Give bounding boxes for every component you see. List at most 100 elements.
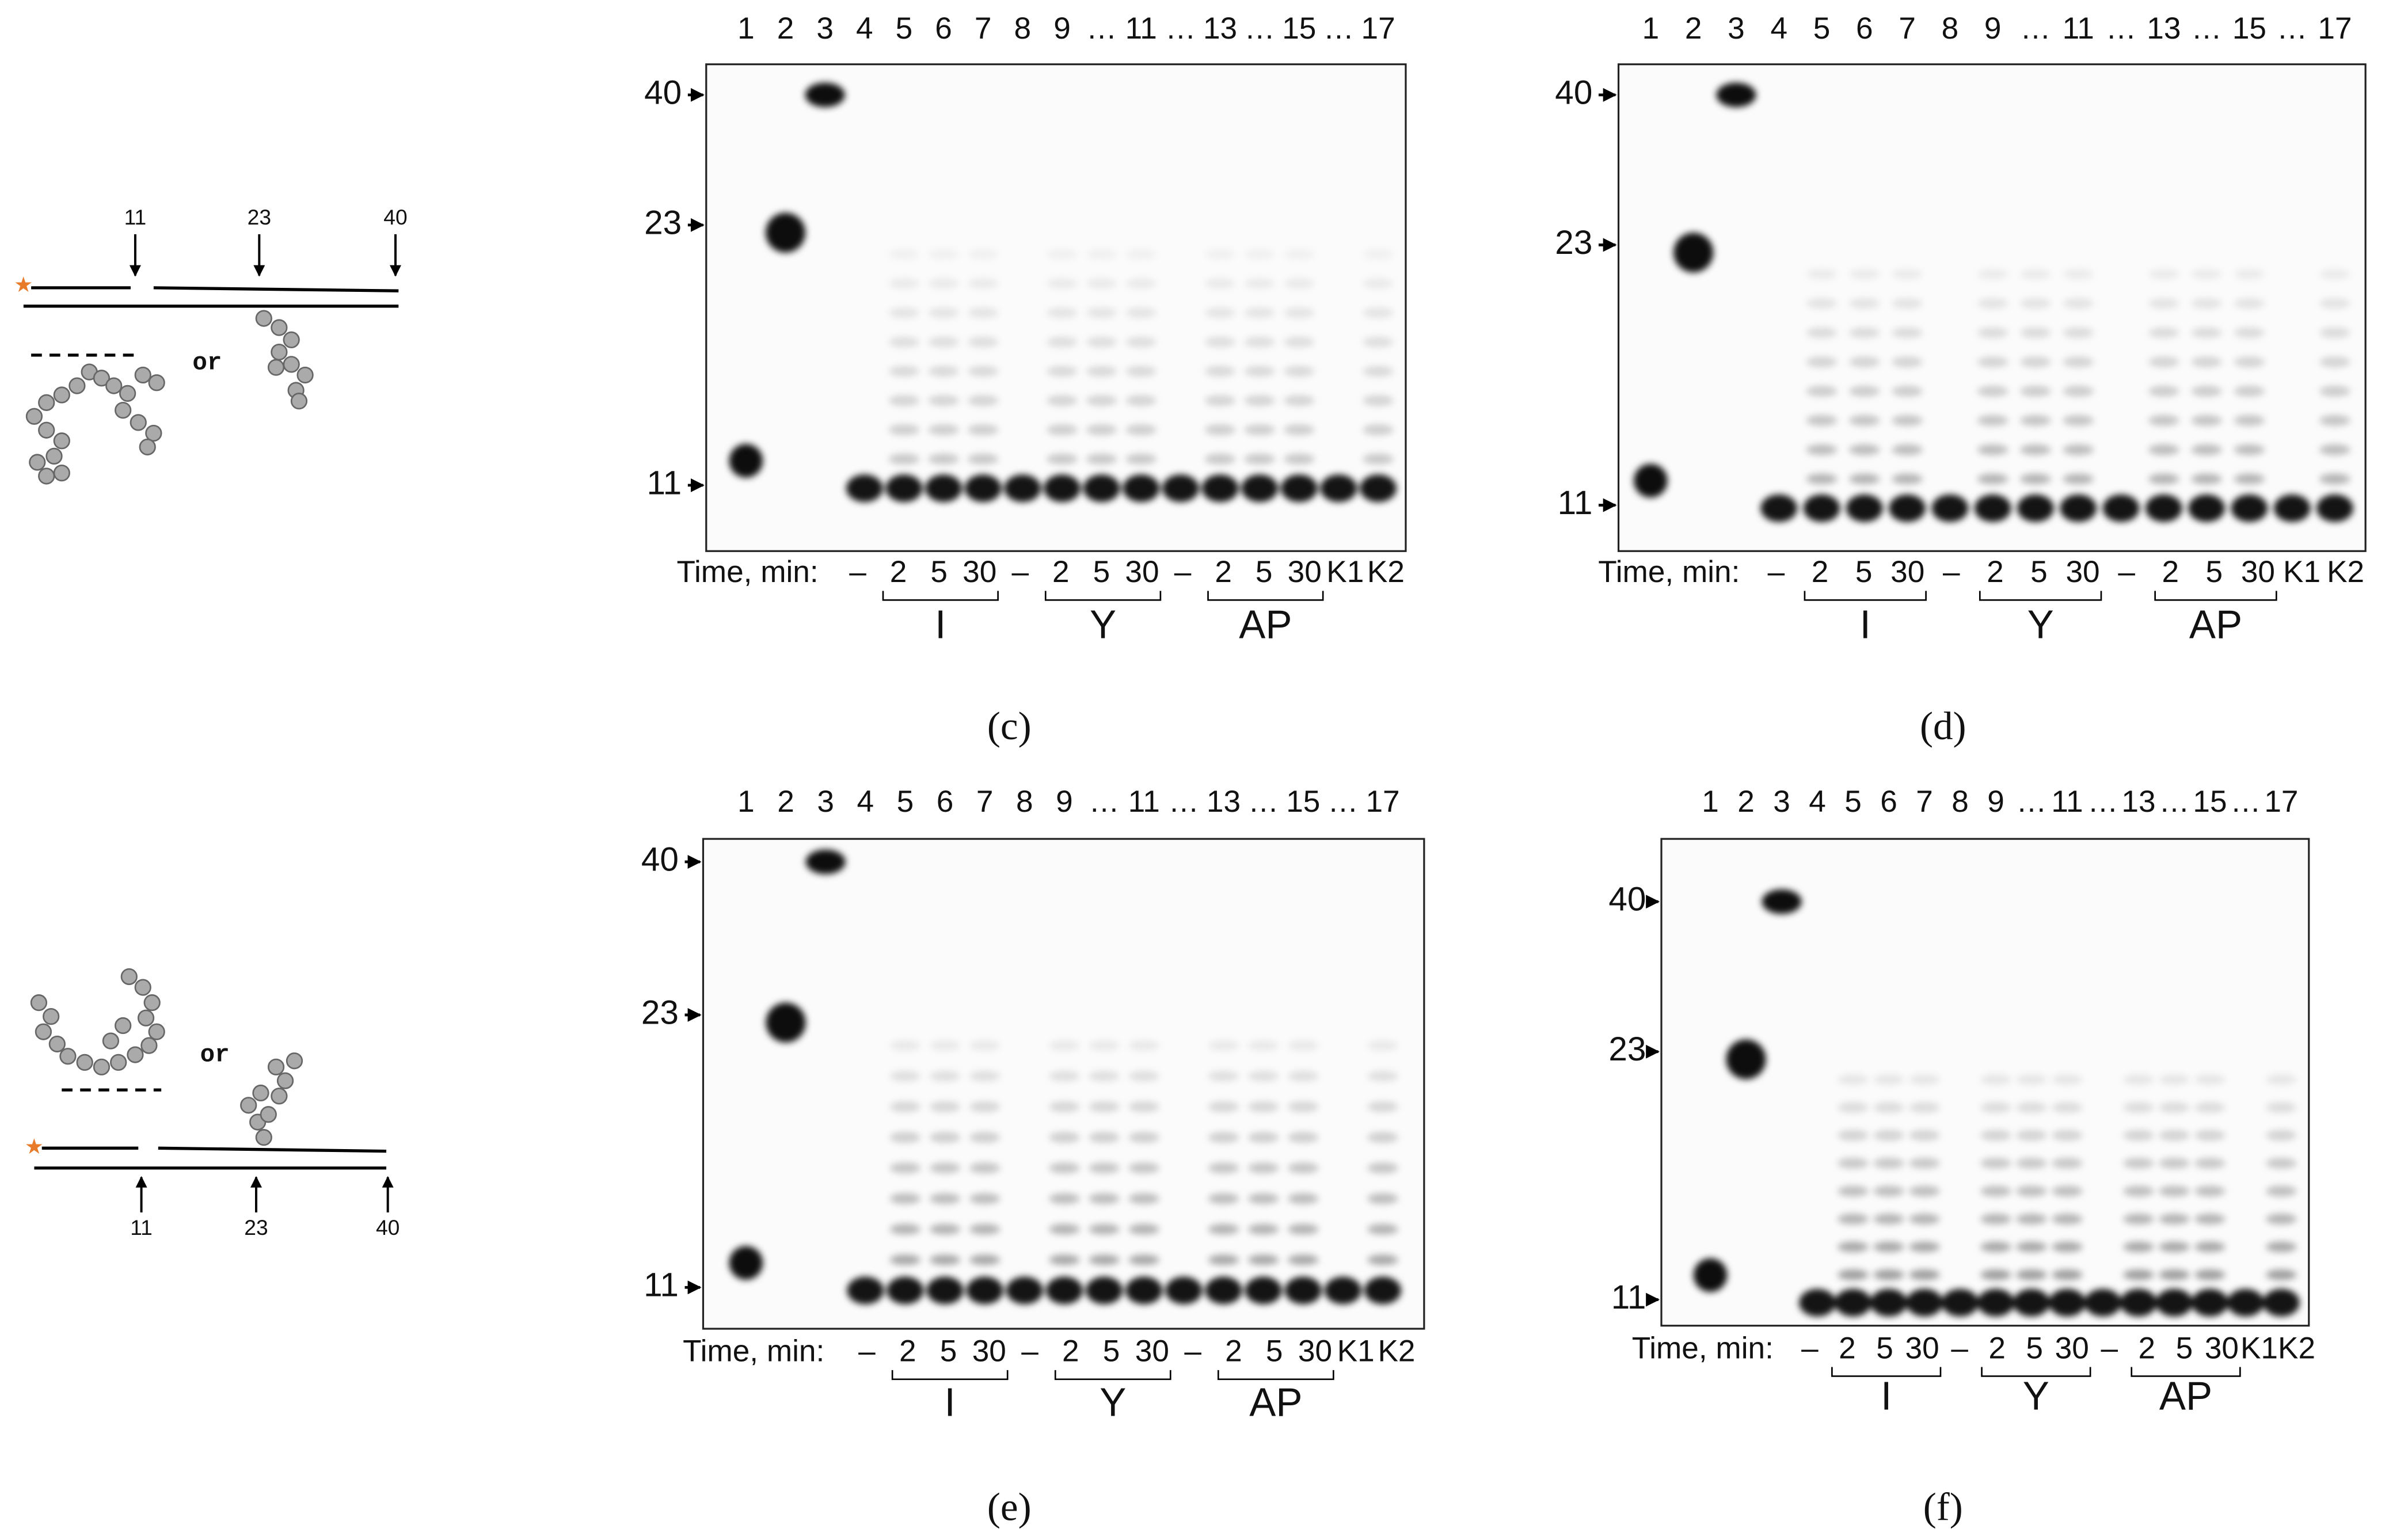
band — [1083, 474, 1120, 503]
band — [1128, 1101, 1159, 1112]
time-value: 2 — [890, 555, 907, 589]
band — [1204, 278, 1236, 289]
band — [969, 1254, 1001, 1265]
band — [2016, 1269, 2047, 1280]
band — [928, 278, 959, 289]
band — [1125, 336, 1157, 348]
lane-number: 5 — [1813, 12, 1831, 45]
group-label: AP — [2159, 1374, 2212, 1419]
band — [968, 278, 999, 289]
band — [929, 1193, 961, 1204]
band — [1248, 1101, 1279, 1112]
band — [1980, 1102, 2011, 1113]
band — [1244, 278, 1275, 289]
band — [889, 1101, 921, 1112]
band — [888, 278, 920, 289]
band — [1838, 1269, 1869, 1280]
band — [2159, 1269, 2190, 1280]
band — [1693, 1258, 1728, 1292]
band — [1086, 1276, 1123, 1305]
band — [2123, 1241, 2154, 1253]
band — [2049, 1288, 2086, 1317]
marker-label: 40 — [641, 841, 679, 878]
band — [2020, 327, 2051, 339]
band — [2191, 415, 2222, 426]
band — [1047, 249, 1078, 260]
band — [928, 454, 959, 465]
band — [1977, 298, 2008, 309]
band — [2234, 444, 2265, 455]
band — [1089, 1101, 1120, 1112]
time-value: 30 — [2205, 1331, 2239, 1365]
band — [1128, 1132, 1159, 1143]
band — [1244, 424, 1275, 435]
band — [2123, 1185, 2154, 1197]
band — [2084, 1288, 2121, 1317]
band — [1125, 278, 1157, 289]
time-value: 5 — [940, 1334, 957, 1368]
band — [2016, 1074, 2047, 1085]
lane-number: 13 — [1203, 12, 1237, 45]
band — [928, 249, 959, 260]
time-value: K1 — [2283, 555, 2320, 589]
panel-label: (e) — [987, 1484, 1032, 1528]
band — [1806, 268, 1838, 280]
lane-number: 3 — [816, 12, 834, 45]
band — [2194, 1158, 2226, 1169]
time-value: 5 — [1256, 555, 1273, 589]
band — [2148, 473, 2179, 485]
band — [2120, 1288, 2157, 1317]
band — [2266, 1214, 2297, 1225]
band — [1128, 1254, 1159, 1265]
band — [968, 307, 999, 318]
band — [1367, 1101, 1398, 1112]
band — [929, 1101, 961, 1112]
band — [1367, 1132, 1398, 1143]
band — [889, 1193, 921, 1204]
band — [2052, 1241, 2083, 1253]
band — [929, 1040, 961, 1051]
band — [1201, 474, 1239, 503]
time-label: Time, min: — [1632, 1331, 1774, 1365]
time-value: – — [1951, 1331, 1968, 1365]
band — [1806, 444, 1838, 455]
band — [1363, 249, 1394, 260]
bands — [1693, 889, 2300, 1317]
band — [805, 82, 845, 108]
marker-label: 23 — [1555, 224, 1592, 261]
panel-label: (f) — [1923, 1484, 1963, 1528]
band — [1089, 1193, 1120, 1204]
band — [1799, 1288, 1836, 1317]
band — [1049, 1162, 1080, 1174]
band — [1977, 356, 2008, 368]
marker-label: 40 — [1555, 74, 1592, 111]
band — [1208, 1132, 1239, 1143]
time-label: Time, min: — [1598, 555, 1740, 589]
band — [888, 249, 920, 260]
band — [2194, 1241, 2226, 1253]
group-label: Y — [2027, 602, 2054, 647]
band — [2319, 444, 2350, 455]
group-label: Y — [1090, 602, 1116, 647]
group-label: I — [1860, 602, 1871, 647]
band — [2016, 1214, 2047, 1225]
lane-number: 9 — [1056, 785, 1073, 819]
band — [1244, 454, 1275, 465]
band — [2063, 356, 2094, 368]
band — [1086, 249, 1117, 260]
group-bracket — [1804, 591, 1927, 601]
beads — [25, 310, 314, 485]
band — [1892, 473, 1923, 485]
time-value: 2 — [1987, 555, 2004, 589]
time-value: 2 — [1839, 1331, 1856, 1365]
band — [1873, 1214, 1904, 1225]
band — [1244, 307, 1275, 318]
band — [1977, 327, 2008, 339]
group-label: Y — [2023, 1374, 2049, 1419]
band — [1204, 454, 1236, 465]
lane-number: 17 — [1365, 785, 1399, 819]
band — [1208, 1193, 1239, 1204]
band — [1128, 1071, 1159, 1082]
band — [1909, 1185, 1940, 1197]
